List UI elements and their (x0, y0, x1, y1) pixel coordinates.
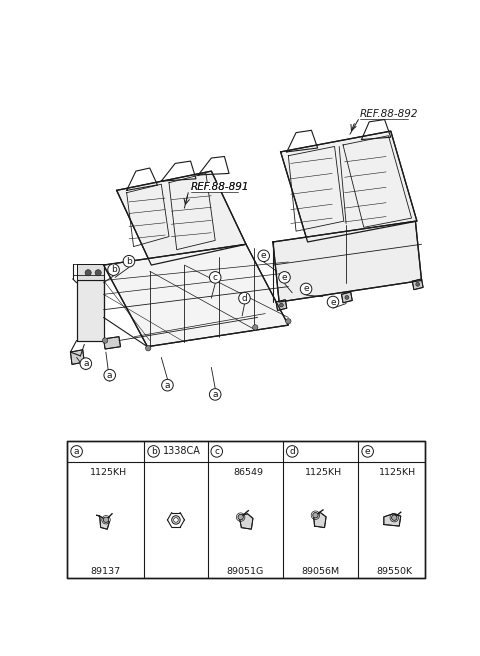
Circle shape (258, 250, 269, 262)
Polygon shape (281, 131, 417, 242)
Circle shape (145, 346, 151, 351)
Circle shape (279, 303, 283, 307)
Text: 1125KH: 1125KH (90, 468, 128, 478)
Circle shape (209, 388, 221, 400)
Text: 89051G: 89051G (227, 567, 264, 576)
Circle shape (362, 445, 373, 457)
Circle shape (103, 517, 109, 522)
Text: 89550K: 89550K (376, 567, 413, 576)
Circle shape (71, 445, 83, 457)
Text: 1338CA: 1338CA (163, 446, 201, 457)
Polygon shape (77, 264, 104, 281)
Circle shape (211, 445, 223, 457)
Polygon shape (412, 279, 423, 290)
Text: b: b (151, 447, 156, 456)
Circle shape (287, 445, 298, 457)
Text: 86549: 86549 (233, 468, 264, 478)
Text: REF.88-891: REF.88-891 (191, 182, 249, 192)
Circle shape (327, 297, 339, 308)
Polygon shape (384, 514, 401, 526)
Text: a: a (83, 359, 89, 368)
Text: c: c (214, 447, 219, 456)
Polygon shape (71, 350, 84, 364)
Polygon shape (77, 281, 104, 340)
Circle shape (300, 283, 312, 295)
Circle shape (174, 518, 178, 522)
Circle shape (209, 272, 221, 283)
Text: e: e (303, 285, 309, 293)
Text: e: e (365, 447, 371, 456)
Text: a: a (74, 447, 79, 456)
Circle shape (286, 319, 291, 324)
Text: e: e (282, 273, 288, 282)
Circle shape (239, 293, 250, 304)
Circle shape (85, 270, 91, 276)
Text: e: e (330, 298, 336, 306)
Text: REF.88-891: REF.88-891 (191, 182, 249, 192)
Polygon shape (239, 514, 253, 529)
Circle shape (80, 358, 92, 369)
Circle shape (416, 282, 420, 286)
Circle shape (392, 515, 397, 520)
Circle shape (123, 255, 135, 267)
Circle shape (345, 295, 349, 299)
Circle shape (313, 512, 318, 518)
Circle shape (252, 325, 258, 330)
Polygon shape (276, 300, 287, 310)
Circle shape (238, 514, 243, 520)
Text: e: e (261, 251, 266, 260)
Circle shape (162, 379, 173, 391)
Polygon shape (96, 515, 109, 529)
Circle shape (104, 369, 116, 381)
Text: b: b (111, 265, 117, 274)
Text: 1125KH: 1125KH (379, 468, 416, 478)
Circle shape (279, 272, 290, 283)
Text: d: d (241, 294, 247, 302)
Text: 89137: 89137 (91, 567, 121, 576)
Text: 89056M: 89056M (301, 567, 340, 576)
Polygon shape (341, 292, 352, 303)
Text: a: a (213, 390, 218, 399)
Polygon shape (273, 221, 421, 302)
Text: b: b (126, 256, 132, 266)
Text: d: d (289, 447, 295, 456)
Bar (67, 441, 425, 578)
Text: REF.88-892: REF.88-892 (360, 109, 419, 119)
Text: a: a (107, 371, 112, 380)
Polygon shape (117, 171, 246, 265)
Text: 1125KH: 1125KH (305, 468, 342, 478)
Circle shape (102, 338, 108, 343)
Polygon shape (314, 512, 326, 527)
Circle shape (108, 264, 120, 276)
Circle shape (148, 445, 159, 457)
Polygon shape (104, 244, 288, 346)
Text: a: a (165, 380, 170, 390)
Circle shape (95, 270, 101, 276)
Text: c: c (213, 273, 218, 282)
Polygon shape (104, 337, 120, 349)
Circle shape (172, 516, 180, 524)
